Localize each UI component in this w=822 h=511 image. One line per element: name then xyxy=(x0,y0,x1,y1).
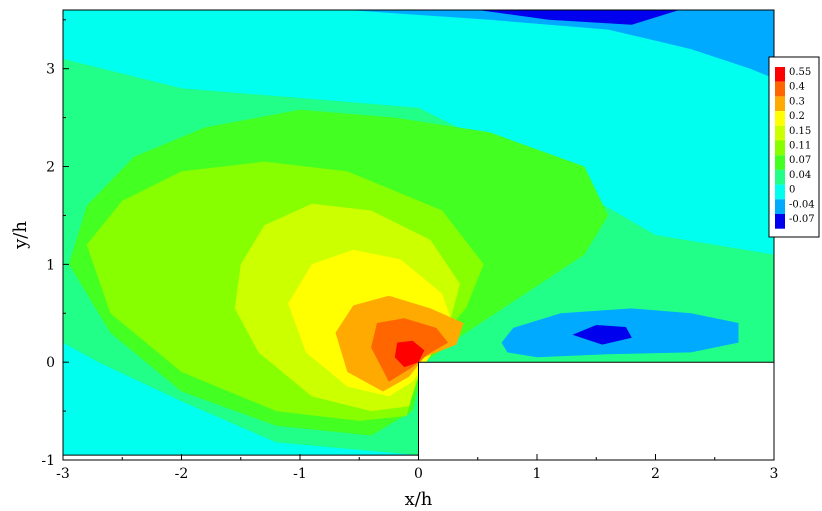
legend-swatch xyxy=(775,141,785,156)
legend-label: 0.04 xyxy=(789,170,811,181)
legend-label: 0 xyxy=(789,185,795,196)
legend-swatch xyxy=(775,214,785,229)
legend-label: 0.55 xyxy=(789,67,811,78)
legend-label: 0.2 xyxy=(789,111,805,122)
legend-label: 0.15 xyxy=(789,126,811,137)
y-tick-label: 3 xyxy=(46,62,55,78)
x-tick-label: -1 xyxy=(293,466,307,482)
legend-swatch xyxy=(775,111,785,126)
y-tick-label: 1 xyxy=(46,257,55,273)
legend-label: 0.11 xyxy=(789,141,811,152)
x-tick-label: 2 xyxy=(651,466,660,482)
legend-swatch xyxy=(775,199,785,214)
legend-label: 0.4 xyxy=(789,82,805,93)
legend-swatch xyxy=(775,82,785,97)
x-tick-label: -3 xyxy=(56,466,70,482)
legend-label: -0.07 xyxy=(789,214,815,225)
legend-swatch xyxy=(775,155,785,170)
x-axis-title: x/h xyxy=(405,489,433,510)
legend-swatch xyxy=(775,67,785,82)
legend-label: 0.07 xyxy=(789,155,811,166)
x-tick-label: 1 xyxy=(533,466,542,482)
y-axis-title: y/h xyxy=(10,221,31,250)
y-tick-label: 0 xyxy=(46,355,55,371)
legend-swatch xyxy=(775,96,785,111)
legend-label: 0.3 xyxy=(789,96,805,107)
legend-label: -0.04 xyxy=(789,199,815,210)
x-tick-label: -2 xyxy=(175,466,189,482)
x-tick-label: 0 xyxy=(414,466,423,482)
y-tick-label: -1 xyxy=(41,453,55,469)
color-legend: 0.55 0.4 0.3 0.2 0.15 0.11 0.07 0.04 0 -0.04 -0.07 xyxy=(769,57,819,237)
legend-swatch xyxy=(775,126,785,141)
legend-swatch xyxy=(775,170,785,185)
y-tick-label: 2 xyxy=(46,160,55,176)
contour-regions xyxy=(63,10,774,460)
legend-swatch xyxy=(775,185,785,200)
step-body xyxy=(419,362,775,460)
x-tick-label: 3 xyxy=(770,466,779,482)
